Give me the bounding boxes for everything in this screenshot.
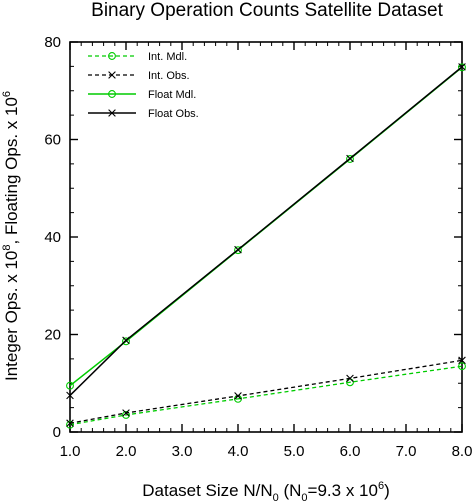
y-axis-label-sup2: 6 — [1, 91, 13, 97]
data-point — [346, 374, 354, 383]
data-point — [66, 391, 74, 400]
x-tick-label: 1.0 — [60, 443, 81, 460]
x-tick-label: 7.0 — [396, 443, 417, 460]
x-axis-label-paren-sub: 0 — [301, 492, 307, 502]
x-axis-label-paren-open: (N — [279, 481, 302, 500]
legend-label: Int. Mdl. — [148, 51, 187, 63]
data-point — [234, 245, 242, 254]
series-int-obs — [66, 356, 466, 428]
x-tick-label: 2.0 — [116, 443, 137, 460]
data-point — [122, 410, 130, 419]
data-point — [458, 362, 466, 371]
legend-label: Int. Obs. — [148, 70, 190, 82]
x-tick-label: 3.0 — [172, 443, 193, 460]
y-axis-label-part2: , Floating Ops. x 10 — [2, 97, 21, 244]
x-tick-label: 8.0 — [452, 443, 473, 460]
series-line — [69, 365, 463, 426]
data-point — [458, 63, 466, 71]
legend-marker — [108, 52, 116, 60]
x-tick-label: 6.0 — [340, 443, 361, 460]
data-point — [458, 356, 466, 365]
plot-frame — [69, 41, 463, 433]
y-axis-label: Integer Ops. x 108, Floating Ops. x 106 — [1, 91, 21, 381]
legend: Int. Mdl. Int. Obs. Float Mdl. Float Obs. — [88, 51, 199, 120]
legend-marker — [108, 109, 116, 117]
data-point — [66, 381, 74, 390]
data-point — [458, 63, 466, 72]
x-tick-label: 5.0 — [284, 443, 305, 460]
plot-area: 1.0 2.0 3.0 4.0 5.0 6.0 7.0 8.0 0 20 40 60 80 Int. Md… — [44, 34, 472, 460]
y-tick-label: 40 — [44, 229, 61, 246]
x-axis-label: Dataset Size N/N0 (N0=9.3 x 106) — [142, 480, 390, 502]
x-axis-label-mid: =9.3 x 10 — [308, 481, 378, 500]
data-point — [122, 337, 130, 346]
data-point — [66, 420, 74, 429]
x-axis-label-main: Dataset Size N/N — [142, 481, 272, 500]
series-float-obs — [66, 63, 466, 400]
x-axis-label-close: ) — [384, 481, 390, 500]
data-point — [346, 154, 354, 163]
data-point — [234, 246, 242, 255]
legend-label: Float Obs. — [148, 108, 199, 120]
y-axis-label-part1: Integer Ops. x 10 — [2, 251, 21, 381]
y-tick-label: 60 — [44, 132, 61, 149]
legend-label: Float Mdl. — [148, 89, 196, 101]
data-point — [122, 409, 130, 417]
y-tick-label: 0 — [53, 424, 61, 441]
data-point — [346, 155, 354, 163]
data-point — [122, 336, 130, 345]
y-tick-label: 80 — [44, 34, 61, 51]
data-point — [234, 392, 242, 400]
legend-marker — [108, 71, 116, 79]
chart-title: Binary Operation Counts Satellite Datase… — [91, 0, 443, 21]
x-axis-label-sup: 6 — [378, 480, 384, 492]
svg-text:Integer Ops. x 108, Floating O: Integer Ops. x 108, Floating Ops. x 106 — [1, 91, 21, 381]
y-tick-label: 20 — [44, 327, 61, 344]
series-int-mdl — [66, 362, 466, 429]
y-axis-label-sup1: 8 — [1, 245, 13, 251]
x-axis-label-sub: 0 — [273, 492, 279, 502]
data-point — [66, 419, 74, 428]
legend-marker — [108, 90, 116, 98]
x-tick-label: 4.0 — [228, 443, 249, 460]
